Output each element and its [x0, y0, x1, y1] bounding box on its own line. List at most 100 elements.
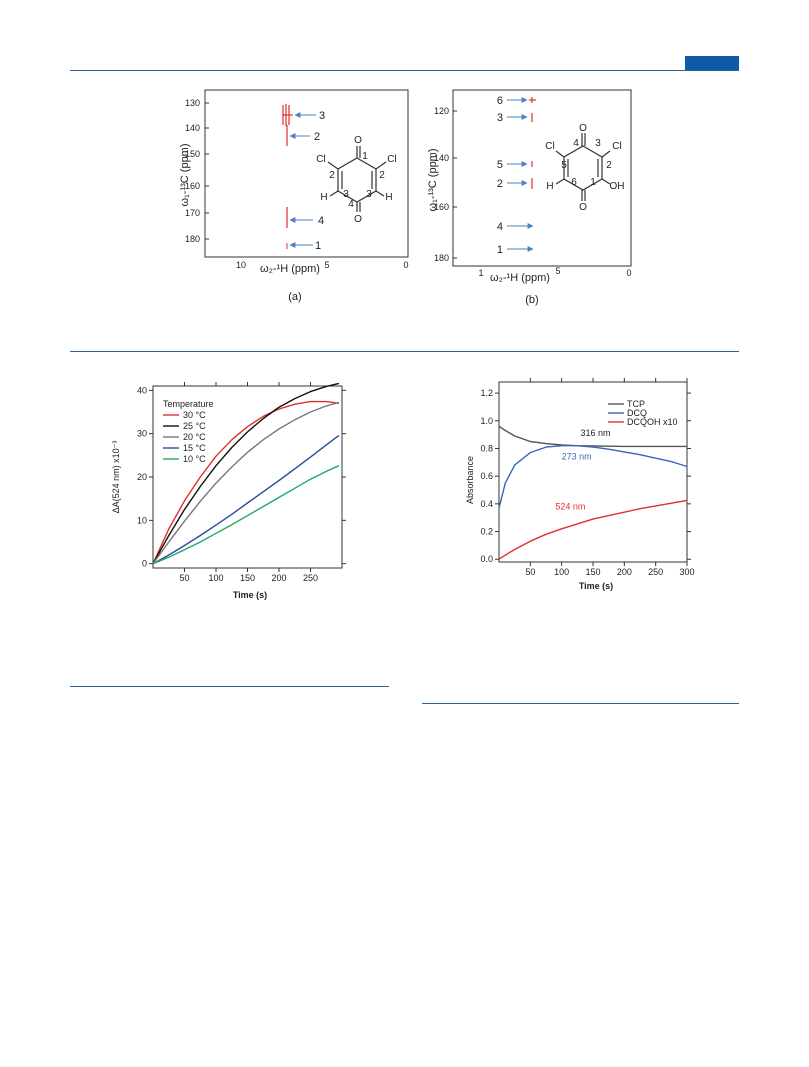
structure-a-atom: O: [354, 214, 362, 225]
chart1-xtick-label: 150: [240, 573, 255, 583]
nmr-a-ytick: 130: [185, 98, 200, 108]
structure-b-atom: Cl: [545, 141, 554, 152]
nmr-a-label: 4: [318, 215, 324, 227]
chart2-curve-label: 273 nm: [562, 452, 592, 462]
chart-temperature: ΔA(524 nm) x10⁻³ Time (s) Temperature 50…: [111, 382, 346, 600]
chart2-ytick-label: 1.0: [480, 416, 493, 426]
nmr-a-ytick: 160: [185, 181, 200, 191]
nmr-a-ytick: 150: [185, 149, 200, 159]
chart1-legend-title: Temperature: [163, 399, 214, 409]
chart1-ytick-label: 10: [137, 515, 147, 525]
structure-a-atom: Cl: [316, 154, 325, 165]
structure-b-atom: O: [579, 202, 587, 213]
chart2-curve-label: 524 nm: [555, 501, 585, 511]
structure-a-atom: O: [354, 135, 362, 146]
chart2-legend-entry: DCQ: [627, 408, 647, 418]
nmr-a-label: 2: [314, 131, 320, 143]
nmr-a-ytick: 180: [185, 234, 200, 244]
nmr-a-ytick: 140: [185, 123, 200, 133]
nmr-b-label: 1: [497, 244, 503, 256]
chart1-legend-entry: 20 °C: [183, 432, 206, 442]
structure-a-atom: H: [320, 192, 327, 203]
nmr-b-ylabel: ω₁-¹³C (ppm): [427, 148, 439, 211]
chart-absorbance: Absorbance Time (s) 50 100 150 200 250 300 0.0…: [465, 378, 695, 591]
structure-b-atom: Cl: [612, 141, 621, 152]
chart1-ytick-label: 20: [137, 472, 147, 482]
header-tab: [685, 56, 739, 70]
nmr-b-label: 4: [497, 221, 503, 233]
structure-a-atom: Cl: [387, 154, 396, 165]
nmr-a-xtick: 5: [324, 260, 329, 270]
nmr-a-label: 3: [319, 110, 325, 122]
nmr-a-caption: (a): [288, 291, 301, 303]
structure-b-atom: 5: [561, 160, 567, 171]
structure-b-atom: 1: [590, 177, 596, 188]
chart2-series-line-1: [498, 445, 688, 509]
nmr-b-xtick: 1: [478, 268, 483, 278]
chart1-series-line-4: [152, 465, 340, 565]
nmr-b-ytick: 160: [434, 202, 449, 212]
chart2-ylabel: Absorbance: [465, 456, 475, 504]
nmr-a-xlabel: ω₂-¹H (ppm): [260, 263, 320, 275]
chart1-xtick-label: 200: [271, 573, 286, 583]
nmr-panel-a: 130 140 150 160 170 180 ω₁-¹³C (ppm) 10 …: [179, 89, 409, 303]
chart1-legend-entry: 30 °C: [183, 410, 206, 420]
nmr-b-ytick: 120: [434, 106, 449, 116]
structure-a: [327, 146, 387, 212]
chart1-series-line-3: [152, 434, 340, 565]
structure-a-atom: 2: [379, 170, 385, 181]
nmr-b-xtick: 0: [626, 268, 631, 278]
chart2-ytick-label: 0.8: [480, 443, 493, 453]
chart2-legend-entry: TCP: [627, 399, 645, 409]
chart2-xtick-label: 200: [617, 567, 632, 577]
structure-a-atom: 4: [348, 199, 354, 210]
structure-b-atom: 3: [595, 138, 601, 149]
structure-b-atom: OH: [610, 181, 625, 192]
chart2-series-line-2: [498, 499, 688, 560]
chart2-curve-label: 316 nm: [580, 428, 610, 438]
chart2-xtick-label: 50: [525, 567, 535, 577]
chart1-ylabel: ΔA(524 nm) x10⁻³: [111, 441, 121, 514]
nmr-b-ytick: 180: [434, 253, 449, 263]
chart1-xtick-label: 100: [208, 573, 223, 583]
chart2-frame: [498, 381, 688, 563]
section-rule: [70, 351, 739, 352]
structure-b-atom: 2: [606, 160, 612, 171]
chart1-series-line-2: [152, 401, 340, 565]
nmr-a-xtick: 10: [236, 260, 246, 270]
chart1-ytick-label: 30: [137, 429, 147, 439]
chart2-legend-entry: DCQOH x10: [627, 417, 678, 427]
footer-rule-left: [70, 686, 389, 687]
chart2-ytick-label: 0.2: [480, 527, 493, 537]
chart2-ytick-label: 1.2: [480, 388, 493, 398]
chart1-series-line-0: [152, 400, 339, 564]
footer-rule-right: [422, 703, 739, 704]
nmr-b-label: 3: [497, 112, 503, 124]
structure-a-atom: H: [385, 192, 392, 203]
chart1-xlabel: Time (s): [233, 590, 267, 600]
structure-a-atom: 3: [343, 189, 349, 200]
nmr-b-xtick: 5: [555, 266, 560, 276]
nmr-b-frame: [452, 89, 632, 267]
structure-b: [555, 133, 611, 201]
nmr-b-ytick: 140: [434, 153, 449, 163]
structure-a-atom: 1: [362, 151, 368, 162]
chart2-ytick-label: 0.6: [480, 471, 493, 481]
nmr-a-label: 1: [315, 240, 321, 252]
chart1-series-line-1: [152, 382, 340, 565]
structure-b-atom: 6: [571, 177, 577, 188]
chart2-ytick-label: 0.0: [480, 554, 493, 564]
nmr-b-label: 5: [497, 159, 503, 171]
structure-b-atom: 4: [573, 138, 579, 149]
structure-b-atom: O: [579, 123, 587, 134]
nmr-a-ytick: 170: [185, 208, 200, 218]
chart1-legend-entry: 15 °C: [183, 443, 206, 453]
chart2-ytick-label: 0.4: [480, 499, 493, 509]
structure-a-atom: 2: [329, 170, 335, 181]
nmr-a-ylabel: ω₁-¹³C (ppm): [179, 143, 191, 206]
chart2-xlabel: Time (s): [579, 581, 613, 591]
nmr-panel-b: 120 140 160 180 ω₁-¹³C (ppm) 1 5 0 ω₂-¹H…: [427, 89, 632, 306]
nmr-b-label: 2: [497, 178, 503, 190]
chart2-xtick-label: 100: [554, 567, 569, 577]
